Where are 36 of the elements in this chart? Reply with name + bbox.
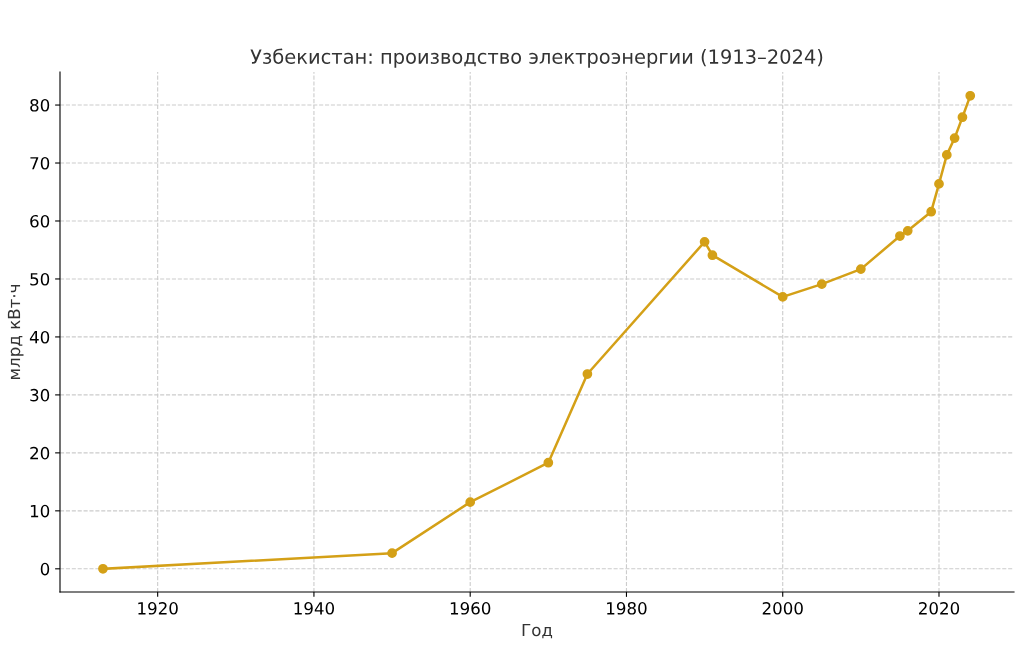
y-tick-label: 40 <box>29 330 50 344</box>
y-tick-label: 80 <box>30 99 50 112</box>
point <box>855 264 866 274</box>
point <box>941 150 952 160</box>
point <box>926 206 937 217</box>
y-tick-label: 10 <box>30 504 50 518</box>
point <box>699 236 710 247</box>
y-tick-label: 60 <box>30 214 50 228</box>
y-axis-title: млрд кВт·ч <box>7 285 24 379</box>
y-tick-label: 50 <box>30 272 50 286</box>
x-tick-label: 1980 <box>607 602 647 615</box>
point <box>387 548 397 559</box>
y-tick-label: 0 <box>40 562 50 576</box>
point <box>582 369 593 379</box>
point <box>816 279 827 290</box>
chart-title: Узбекистан: производство электроэнергии (1913–2024) <box>250 48 823 68</box>
x-tick-label: 1960 <box>450 602 491 615</box>
point <box>98 563 108 574</box>
point <box>949 133 960 143</box>
point <box>707 250 718 261</box>
y-tick-label: 70 <box>30 156 50 170</box>
y-tick-label: 20 <box>30 446 50 460</box>
point <box>895 231 905 241</box>
x-tick-label: 2000 <box>762 602 803 615</box>
x-tick-label: 1940 <box>294 602 335 615</box>
x-axis-title: Год <box>522 623 553 639</box>
point <box>957 112 968 123</box>
point <box>777 292 788 302</box>
point <box>465 497 476 508</box>
x-tick-label: 1920 <box>138 602 178 615</box>
point <box>543 457 554 468</box>
y-tick-label: 30 <box>30 388 50 402</box>
point <box>934 179 944 189</box>
x-tick-label: 2020 <box>919 602 960 615</box>
point <box>902 225 913 236</box>
point <box>965 90 976 101</box>
